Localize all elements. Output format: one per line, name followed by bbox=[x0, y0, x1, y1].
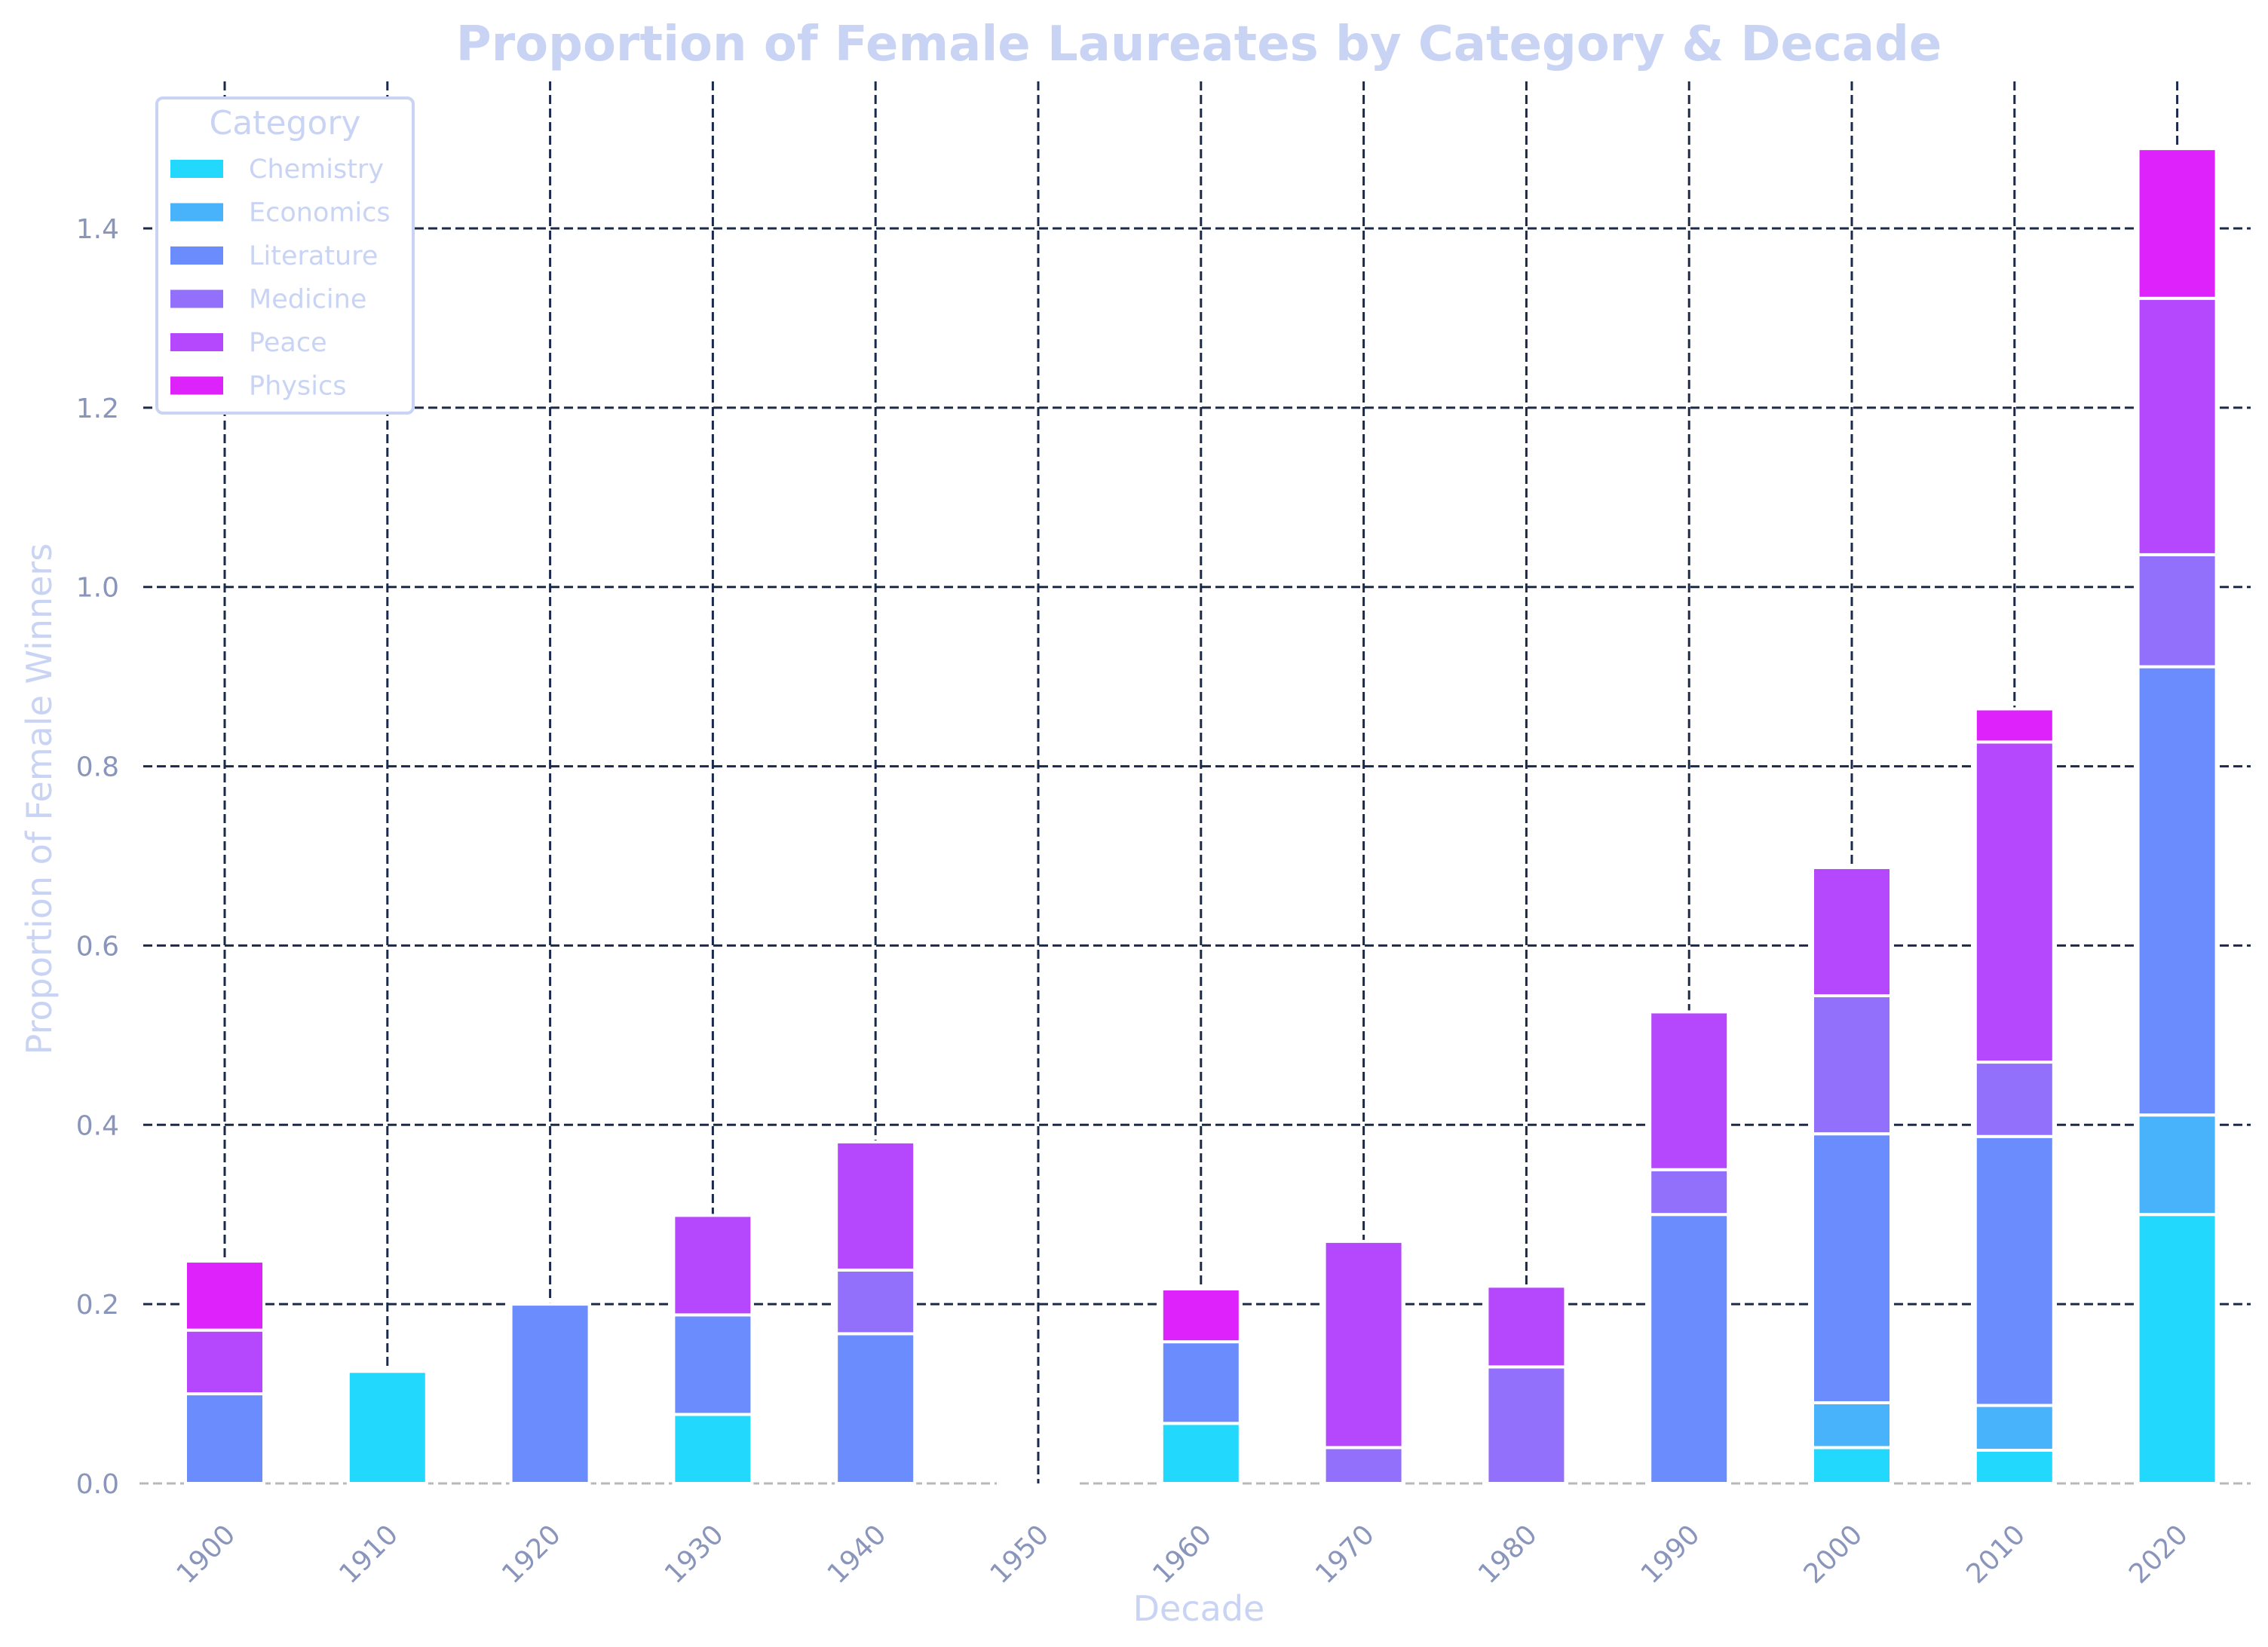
chart-title: Proportion of Female Laureates by Catego… bbox=[456, 17, 1942, 72]
x-tick-label: 2010 bbox=[1960, 1519, 2031, 1590]
bar-segment bbox=[1973, 1448, 2055, 1486]
y-tick-label: 0.4 bbox=[76, 1110, 119, 1141]
y-tick-label: 0.0 bbox=[76, 1469, 119, 1500]
y-tick-label: 1.0 bbox=[76, 573, 119, 604]
x-tick-label: 1900 bbox=[171, 1519, 242, 1590]
legend-swatch bbox=[170, 160, 223, 178]
bar-segment bbox=[509, 1303, 591, 1485]
x-tick-label: 2020 bbox=[2123, 1519, 2194, 1590]
bar-segment bbox=[672, 1214, 754, 1317]
x-tick-label: 1920 bbox=[496, 1519, 567, 1590]
bar-segment bbox=[1648, 1168, 1730, 1217]
bar-segment bbox=[1811, 1132, 1893, 1404]
y-tick-label: 0.6 bbox=[76, 931, 119, 962]
bar-segment bbox=[1811, 1401, 1893, 1450]
x-tick-label: 1930 bbox=[659, 1519, 730, 1590]
bar-segment bbox=[1811, 865, 1893, 998]
legend-label: Peace bbox=[249, 328, 327, 358]
bar-segment bbox=[2136, 553, 2218, 669]
legend-swatch bbox=[170, 203, 223, 222]
x-tick-label: 2000 bbox=[1798, 1519, 1869, 1590]
bar-segment bbox=[2136, 296, 2218, 556]
legend-title: Category bbox=[210, 104, 361, 142]
legend-label: Chemistry bbox=[249, 155, 384, 185]
legend-swatch bbox=[170, 246, 223, 265]
bar-segment bbox=[1973, 1134, 2055, 1407]
bar-segment bbox=[835, 1332, 917, 1485]
bars bbox=[184, 147, 2218, 1486]
bar-segment bbox=[1973, 1061, 2055, 1138]
legend-label: Economics bbox=[249, 198, 391, 228]
legend-swatch bbox=[170, 289, 223, 308]
y-axis-ticks: 0.0 0.2 0.4 0.6 0.8 1.0 1.2 1.4 bbox=[76, 214, 119, 1500]
grid bbox=[143, 81, 2251, 1483]
x-tick-label: 1910 bbox=[333, 1519, 404, 1590]
bar-segment bbox=[2136, 1113, 2218, 1217]
bar-segment bbox=[1973, 740, 2055, 1064]
y-tick-label: 0.8 bbox=[76, 752, 119, 783]
x-axis-ticks: 1900 1910 1920 1930 1940 1950 1960 1970 1980 1990… bbox=[171, 1519, 2194, 1590]
x-tick-label: 1940 bbox=[822, 1519, 893, 1590]
x-tick-label: 1950 bbox=[985, 1519, 1056, 1590]
y-tick-label: 1.2 bbox=[76, 393, 119, 424]
bar-segment bbox=[1973, 1404, 2055, 1452]
bar-segment bbox=[346, 1370, 428, 1485]
legend-items: Chemistry Economics Literature Medicine Peac… bbox=[170, 155, 391, 402]
legend-label: Physics bbox=[249, 372, 346, 402]
bar-segment bbox=[2136, 1213, 2218, 1485]
bar-segment bbox=[1160, 1287, 1242, 1344]
bar-segment bbox=[835, 1140, 917, 1272]
legend: Category Chemistry Economics Literature Med… bbox=[155, 96, 415, 415]
bar-segment bbox=[672, 1313, 754, 1416]
bar-segment bbox=[1811, 994, 1893, 1136]
bar-segment bbox=[1648, 1010, 1730, 1171]
legend-label: Medicine bbox=[249, 285, 366, 315]
x-tick-label: 1960 bbox=[1147, 1519, 1218, 1590]
y-tick-label: 0.2 bbox=[76, 1290, 119, 1321]
bar-segment bbox=[2136, 147, 2218, 300]
x-tick-label: 1970 bbox=[1310, 1519, 1381, 1590]
bar-segment bbox=[184, 1392, 265, 1485]
y-tick-label: 1.4 bbox=[76, 214, 119, 245]
legend-swatch bbox=[170, 333, 223, 351]
bar-segment bbox=[672, 1413, 754, 1486]
x-tick-label: 1980 bbox=[1473, 1519, 1543, 1590]
bar-segment bbox=[1973, 707, 2055, 744]
bar-segment bbox=[1485, 1365, 1568, 1485]
bar-segment bbox=[1485, 1284, 1568, 1369]
bar-segment bbox=[1160, 1340, 1242, 1425]
x-axis-label: Decade bbox=[1133, 1588, 1265, 1629]
bar-segment bbox=[1322, 1239, 1405, 1450]
bar-segment bbox=[184, 1328, 265, 1396]
bar-segment bbox=[1322, 1446, 1405, 1486]
y-axis-label: Proportion of Female Winners bbox=[19, 543, 60, 1055]
bar-segment bbox=[835, 1268, 917, 1336]
bar-segment bbox=[184, 1260, 265, 1332]
bar-segment bbox=[1160, 1422, 1242, 1486]
legend-swatch bbox=[170, 376, 223, 395]
bar-segment bbox=[1648, 1213, 1730, 1485]
bar-segment bbox=[2136, 665, 2218, 1117]
bar-segment bbox=[1811, 1446, 1893, 1486]
legend-label: Literature bbox=[249, 241, 378, 271]
x-tick-label: 1990 bbox=[1635, 1519, 1706, 1590]
